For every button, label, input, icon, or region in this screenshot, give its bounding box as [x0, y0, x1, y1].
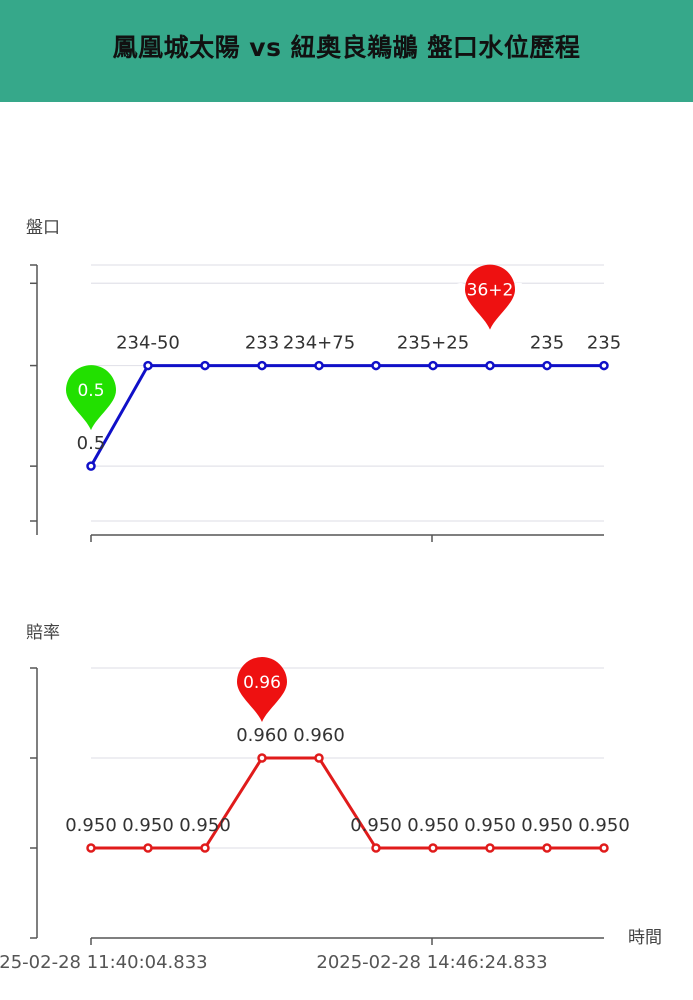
odds-data-point	[314, 753, 324, 763]
handicap-data-point	[200, 360, 210, 371]
handicap-data-point	[86, 461, 96, 471]
handicap-data-point	[371, 360, 381, 371]
odds-data-point	[86, 843, 96, 853]
handicap-data-label: 234+75	[283, 333, 355, 354]
x-tick-label-mid: 2025-02-28 14:46:24.833	[316, 952, 547, 973]
y-axis-title-odds: 賠率	[26, 623, 60, 643]
handicap-max-pin-label: 236+25	[456, 281, 524, 301]
odds-series-line	[91, 756, 604, 850]
handicap-data-point	[599, 360, 609, 371]
odds-data-label: 0.960	[236, 725, 288, 746]
odds-data-label: 0.960	[293, 725, 345, 746]
odds-data-point	[428, 843, 438, 853]
odds-data-label: 0.950	[179, 815, 231, 836]
handicap-data-label: 235+25	[397, 333, 469, 354]
handicap-data-label: 234-50	[116, 333, 180, 354]
handicap-data-point	[143, 360, 153, 371]
x-axis-title: 時間	[628, 928, 662, 948]
odds-data-label: 0.950	[65, 815, 117, 836]
handicap-data-label: 235	[530, 333, 564, 354]
page-header: 鳳凰城太陽 vs 紐奧良鵜鶘 盤口水位歷程	[0, 0, 693, 102]
odds-data-point	[599, 843, 609, 853]
odds-max-pin	[237, 657, 287, 722]
odds-data-label: 0.950	[407, 815, 459, 836]
handicap-data-label: 0.5	[77, 433, 106, 454]
odds-data-point	[542, 843, 552, 853]
odds-data-label: 0.950	[464, 815, 516, 836]
handicap-data-point	[314, 360, 324, 371]
odds-data-point	[485, 843, 495, 853]
odds-max-pin-label: 0.96	[243, 673, 281, 693]
handicap-max-pin	[465, 264, 515, 330]
handicap-data-point	[257, 360, 267, 371]
handicap-data-label: 235	[587, 333, 621, 354]
y-axis-title-handicap: 盤口	[26, 218, 60, 238]
handicap-data-point	[485, 360, 495, 371]
odds-data-point	[257, 753, 267, 763]
handicap-data-point	[542, 360, 552, 371]
handicap-min-pin	[66, 365, 116, 431]
handicap-series-line	[89, 364, 604, 467]
odds-data-label: 0.950	[122, 815, 174, 836]
handicap-data-label: 233	[245, 333, 279, 354]
odds-data-point	[371, 843, 381, 853]
odds-data-point	[143, 843, 153, 853]
x-tick-label-start: 2025-02-28 11:40:04.833	[0, 952, 208, 973]
odds-data-label: 0.950	[521, 815, 573, 836]
page-title: 鳳凰城太陽 vs 紐奧良鵜鶘 盤口水位歷程	[112, 33, 581, 62]
handicap-min-pin-label: 0.5	[77, 381, 104, 401]
odds-data-label: 0.950	[350, 815, 402, 836]
odds-data-point	[200, 843, 210, 853]
odds-data-label: 0.950	[578, 815, 630, 836]
handicap-data-point	[428, 360, 438, 371]
